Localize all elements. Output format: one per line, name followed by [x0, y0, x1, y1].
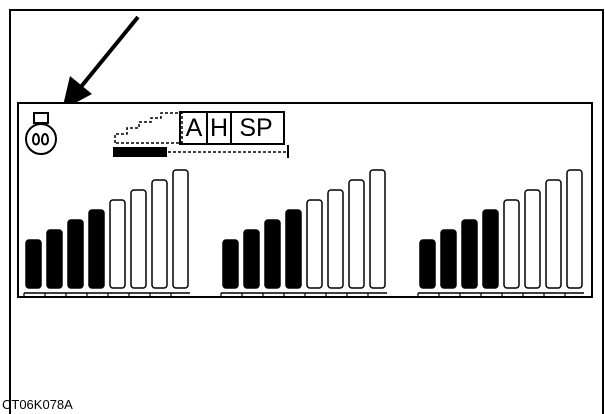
mode-indicator-a: A: [185, 114, 203, 142]
lamp-icon: [25, 112, 57, 155]
figure-code: CT06K078A: [2, 397, 73, 412]
bar-filled: [461, 219, 478, 289]
bar-empty: [348, 179, 365, 289]
bar-filled: [243, 229, 260, 289]
outer-frame: [9, 9, 604, 414]
bar-filled: [25, 239, 42, 289]
mode-indicator-sp: SP: [230, 113, 280, 143]
bar-filled: [419, 239, 436, 289]
progress-fill: [113, 147, 167, 157]
bar-filled: [482, 209, 499, 289]
bar-empty: [109, 199, 126, 289]
staircase-icon: [114, 111, 285, 145]
bar-filled: [285, 209, 302, 289]
arrow-icon: [62, 15, 140, 110]
bar-empty: [369, 169, 386, 289]
bar-graph-area: [23, 169, 584, 298]
bar-empty: [327, 189, 344, 289]
bar-filled: [88, 209, 105, 289]
bar-filled: [46, 229, 63, 289]
bar-empty: [545, 179, 562, 289]
bar-empty: [524, 189, 541, 289]
bar-empty: [172, 169, 189, 289]
bar-filled: [67, 219, 84, 289]
bar-empty: [151, 179, 168, 289]
mode-indicator-h: H: [206, 113, 230, 143]
bar-empty: [306, 199, 323, 289]
bar-empty: [130, 189, 147, 289]
progress-scale: [113, 145, 289, 158]
bar-empty: [566, 169, 583, 289]
bar-filled: [264, 219, 281, 289]
mode-indicator-row: A H SP: [182, 113, 280, 143]
bar-filled: [222, 239, 239, 289]
bar-empty: [503, 199, 520, 289]
bar-filled: [440, 229, 457, 289]
